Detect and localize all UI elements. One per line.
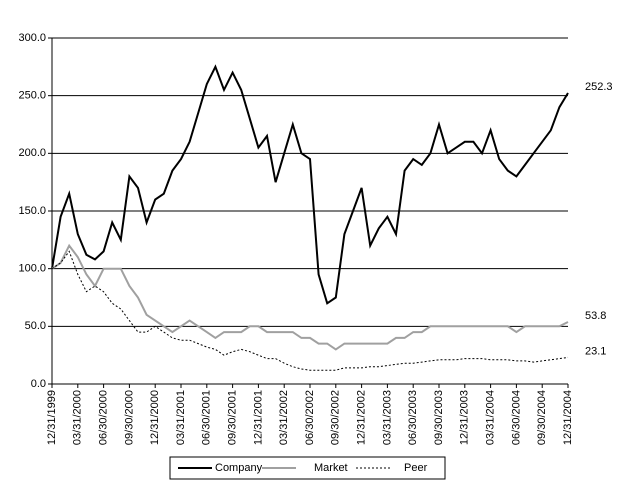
series-line (51, 250, 569, 371)
end-value-label: 23.1 (585, 345, 606, 357)
x-tick-label: 06/30/2000 (98, 390, 110, 445)
x-tick-label: 06/30/2002 (304, 390, 316, 445)
end-value-label: 53.8 (585, 310, 606, 322)
x-tick-label: 12/31/1999 (46, 390, 58, 445)
x-tick-label: 09/30/2002 (330, 390, 342, 445)
x-tick-label: 03/31/2000 (72, 390, 84, 445)
x-tick-label: 12/31/2000 (149, 390, 161, 445)
legend-box (169, 456, 446, 480)
x-tick-label: 12/31/2004 (562, 390, 574, 445)
x-tick-label: 03/31/2002 (278, 390, 290, 445)
legend-label: Company (215, 462, 263, 474)
x-tick-label: 12/31/2003 (459, 390, 471, 445)
y-tick-label: 50.0 (25, 320, 46, 332)
x-tick-label: 06/30/2004 (510, 390, 522, 445)
y-tick-label: 300.0 (18, 32, 46, 44)
y-tick-label: 250.0 (18, 90, 46, 102)
x-tick-label: 12/31/2002 (356, 390, 368, 445)
x-tick-label: 06/30/2001 (201, 390, 213, 445)
end-value-label: 252.3 (585, 81, 613, 93)
legend-label: Peer (404, 462, 428, 474)
x-tick-label: 09/30/2003 (433, 390, 445, 445)
series-line (51, 64, 569, 305)
x-tick-label: 03/31/2001 (175, 390, 187, 445)
x-tick-label: 03/31/2003 (381, 390, 393, 445)
x-tick-label: 09/30/2004 (536, 390, 548, 445)
y-tick-label: 0.0 (31, 378, 46, 390)
x-tick-label: 09/30/2001 (227, 390, 239, 445)
legend-label: Market (314, 462, 348, 474)
x-tick-label: 09/30/2000 (123, 390, 135, 445)
x-tick-label: 12/31/2001 (252, 390, 264, 445)
y-tick-label: 100.0 (18, 263, 46, 275)
y-tick-label: 150.0 (18, 205, 46, 217)
series-line (51, 243, 569, 351)
y-tick-label: 200.0 (18, 147, 46, 159)
x-tick-label: 06/30/2003 (407, 390, 419, 445)
x-tick-label: 03/31/2004 (485, 390, 497, 445)
